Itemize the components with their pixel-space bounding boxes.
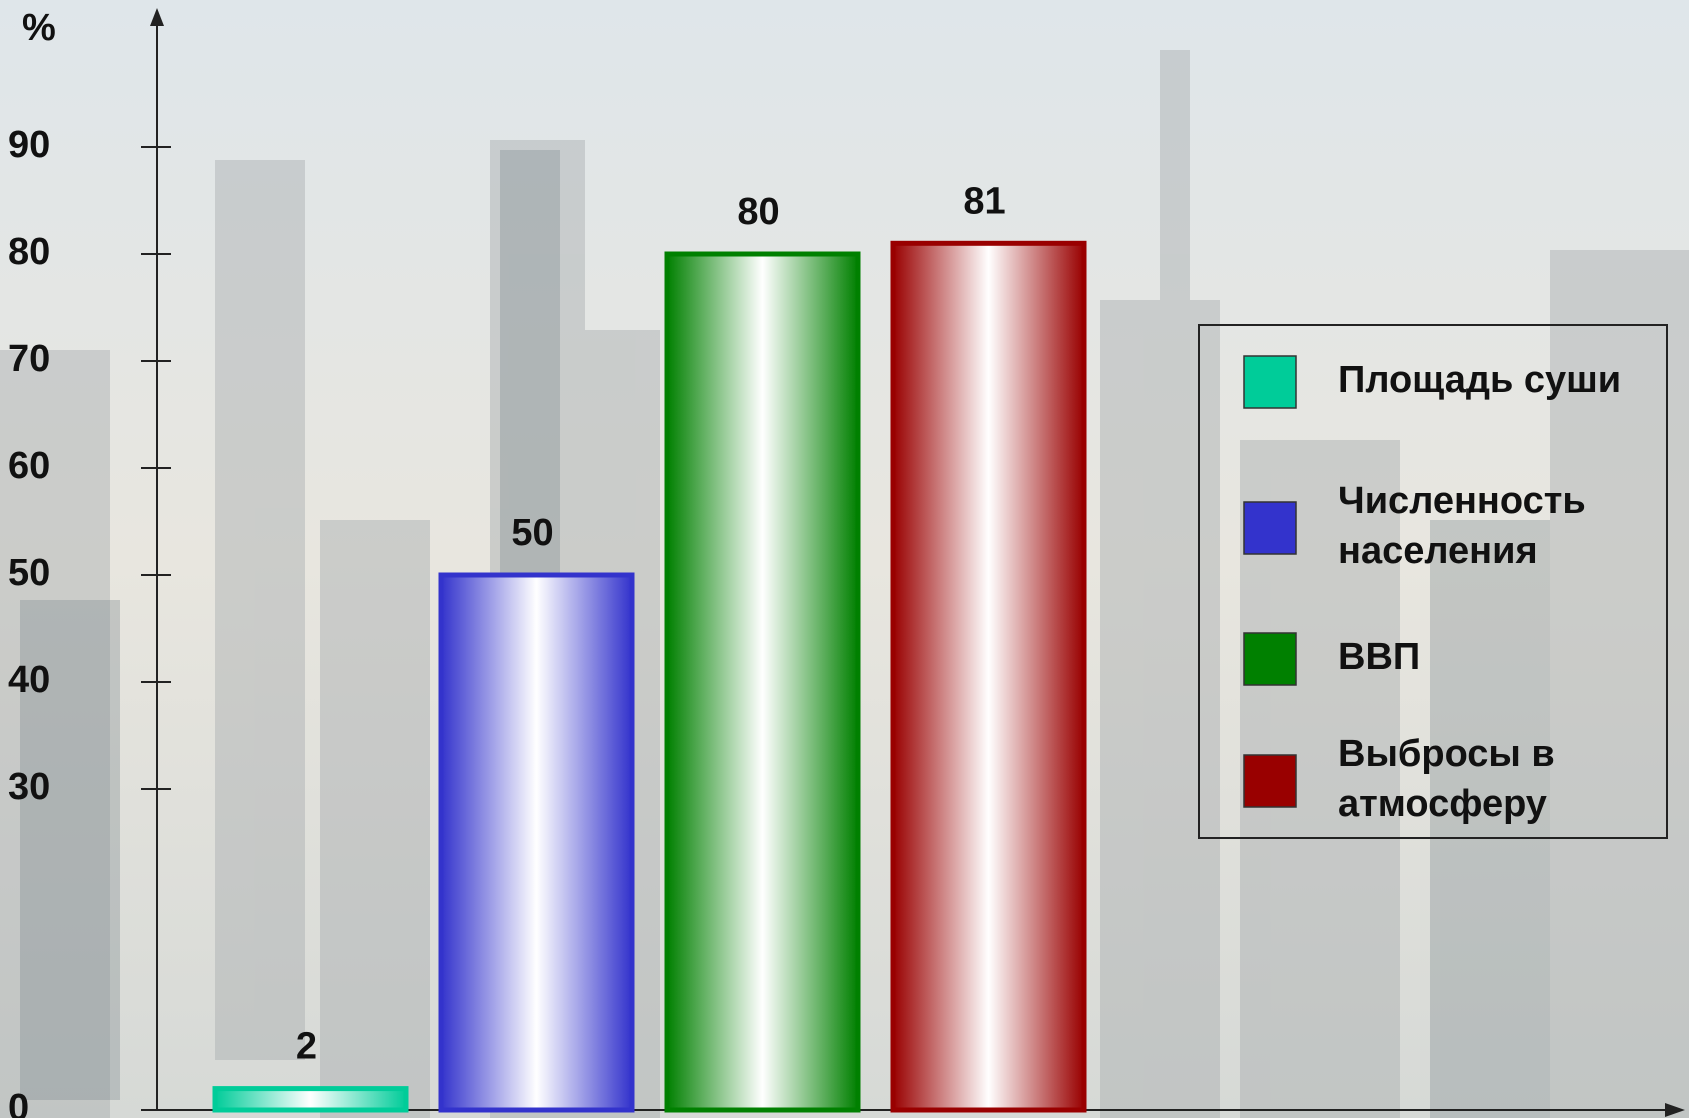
x-axis-arrow xyxy=(1665,1103,1685,1117)
bar xyxy=(664,251,861,1113)
value-label: 2 xyxy=(296,1026,317,1068)
y-axis-arrow xyxy=(150,8,164,26)
value-label: 50 xyxy=(511,512,553,554)
y-axis-label: % xyxy=(22,7,56,49)
bar xyxy=(212,1086,409,1113)
value-label: 81 xyxy=(963,180,1005,222)
y-tick-label: 50 xyxy=(8,552,50,594)
value-label: 80 xyxy=(737,191,779,233)
y-tick-label: 90 xyxy=(8,124,50,166)
legend-label: ВВП xyxy=(1338,636,1420,678)
bar xyxy=(890,240,1087,1113)
legend-label: Численность населения xyxy=(1338,480,1586,572)
y-tick-label: 80 xyxy=(8,231,50,273)
legend-swatch xyxy=(1243,632,1297,686)
y-tick-label: 0 xyxy=(8,1087,29,1118)
legend-swatch xyxy=(1243,754,1297,808)
y-tick-label: 60 xyxy=(8,445,50,487)
y-tick-label: 70 xyxy=(8,338,50,380)
legend xyxy=(1198,324,1668,839)
y-tick-label: 40 xyxy=(8,659,50,701)
legend-label: Площадь суши xyxy=(1338,359,1621,401)
y-tick-label: 30 xyxy=(8,766,50,808)
bar xyxy=(438,572,635,1113)
legend-swatch xyxy=(1243,501,1297,555)
legend-swatch xyxy=(1243,355,1297,409)
legend-label: Выбросы в атмосферу xyxy=(1338,733,1555,825)
